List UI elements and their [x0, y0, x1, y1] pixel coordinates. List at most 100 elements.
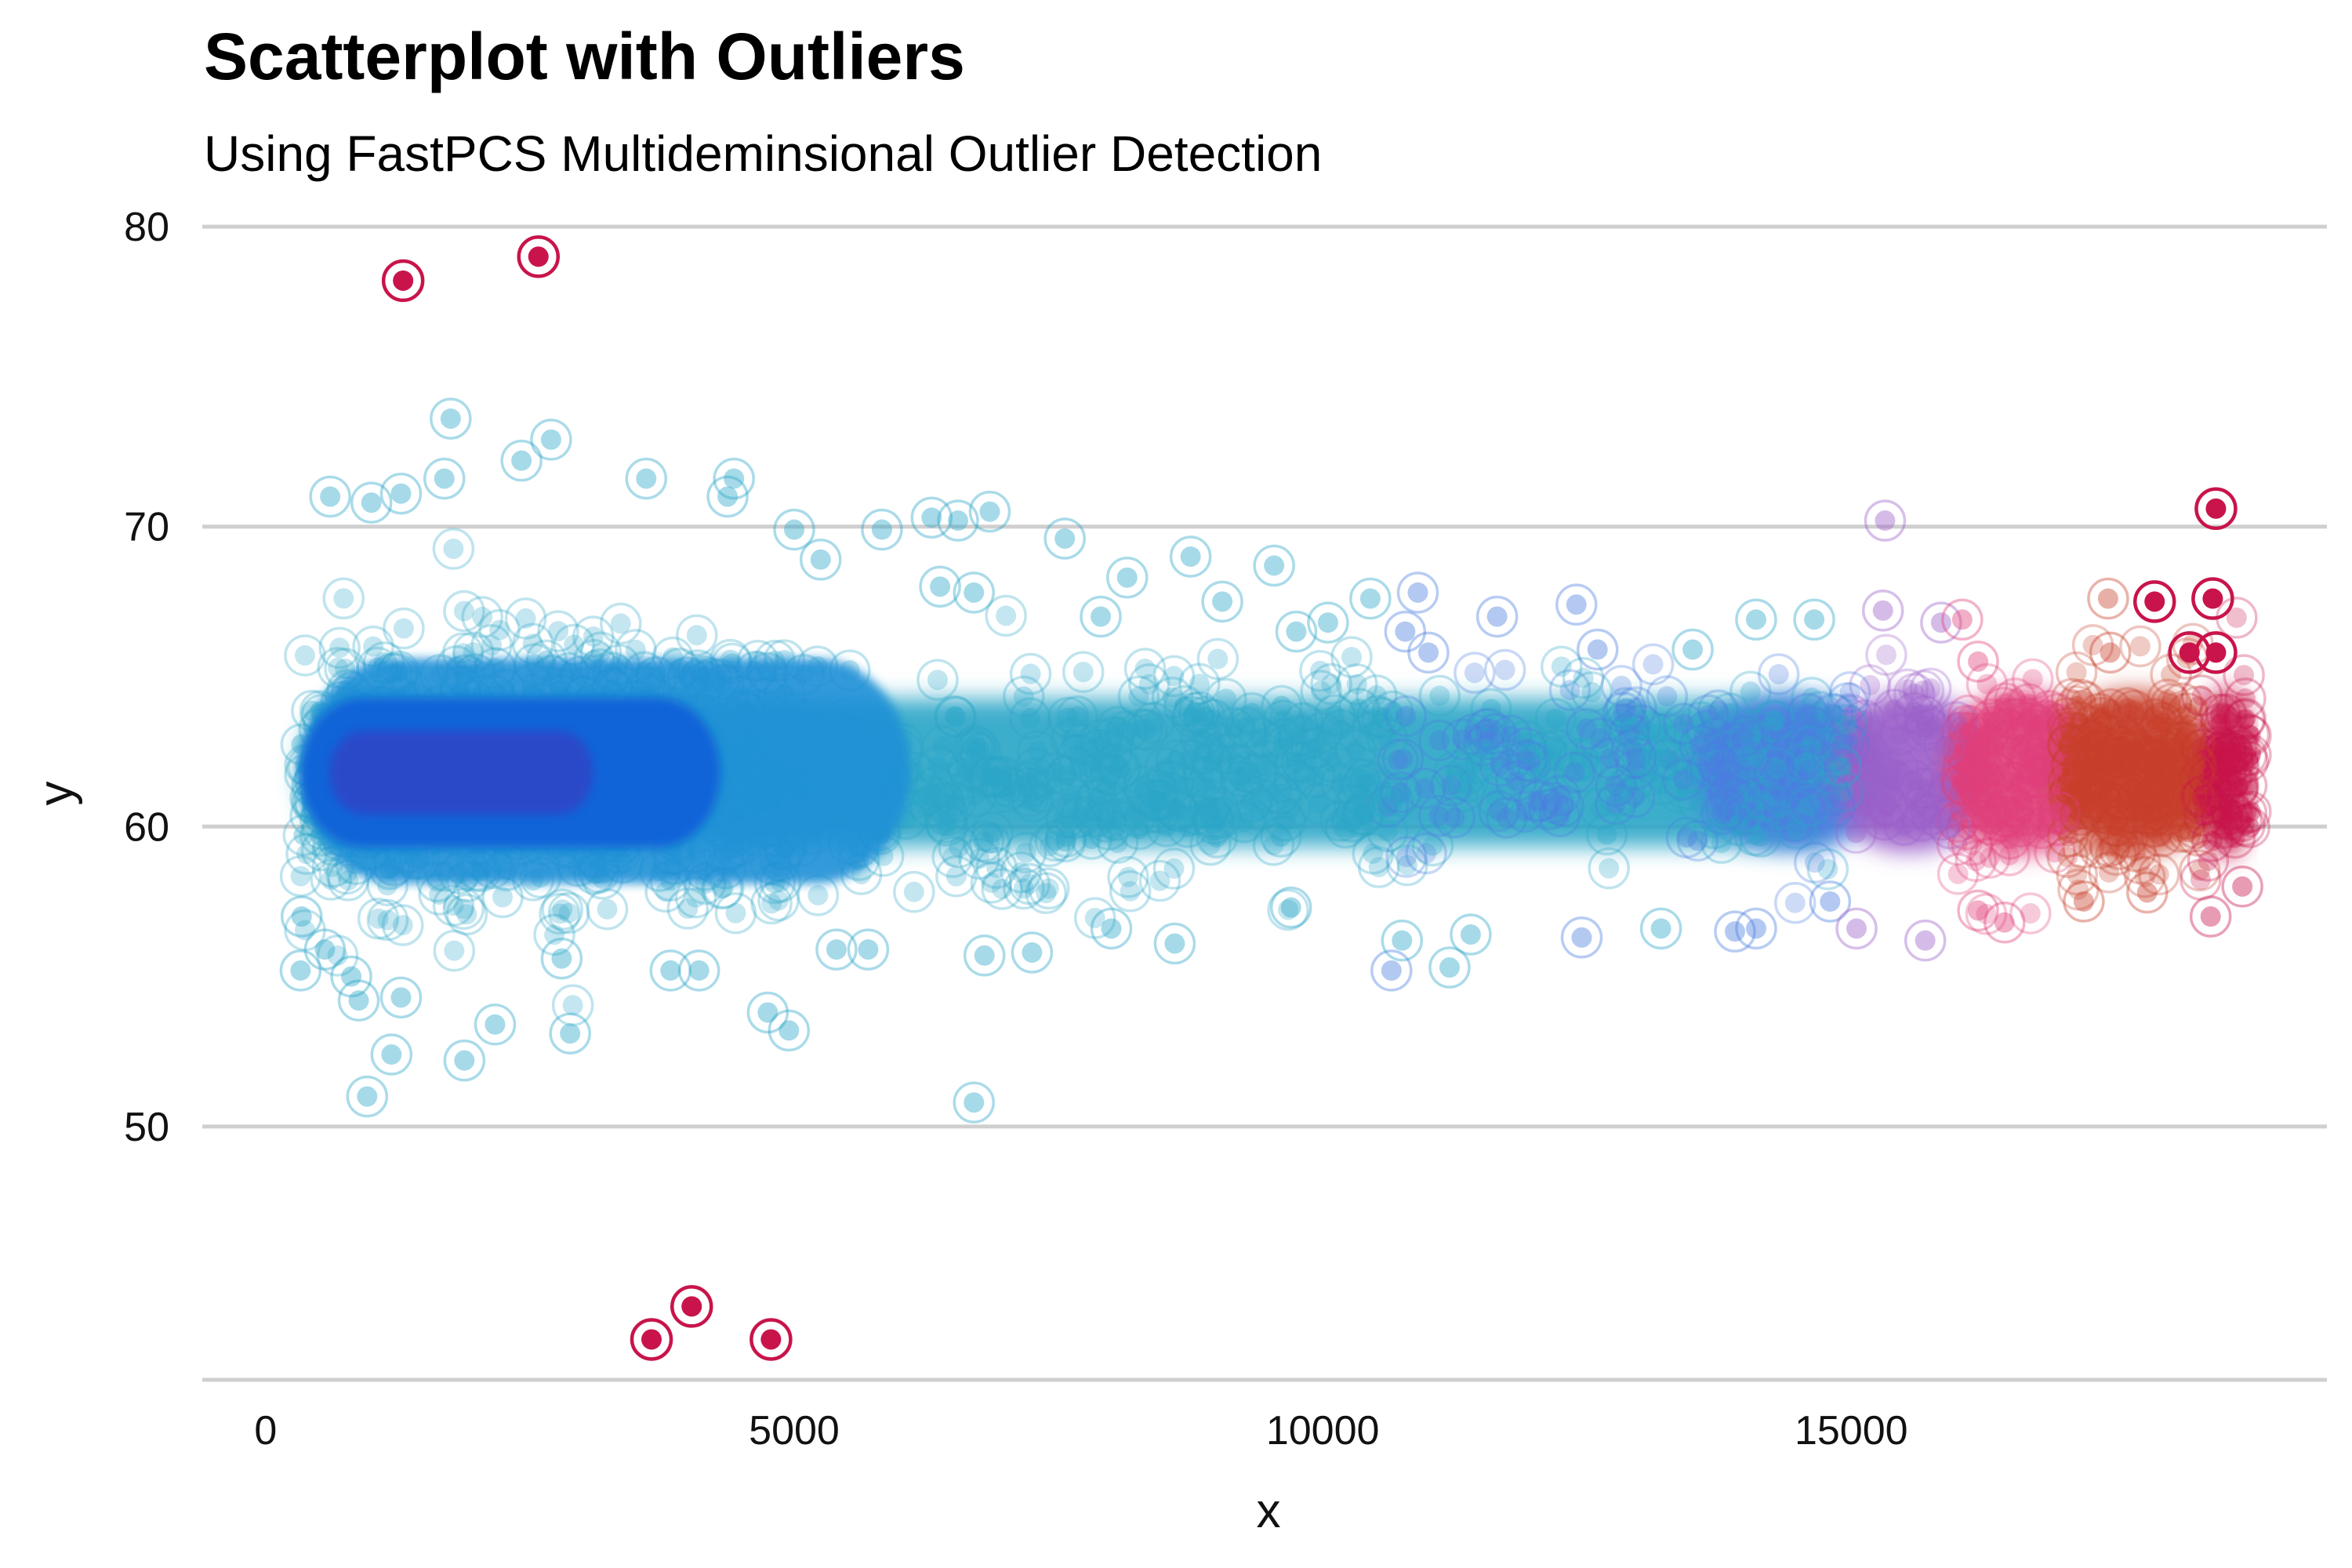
data-point [1754, 789, 1775, 811]
data-point [1797, 703, 1818, 724]
data-point-ring [2190, 746, 2234, 789]
data-point [1189, 702, 1210, 723]
data-point-ring [1000, 851, 1043, 894]
data-point [1215, 688, 1236, 710]
data-point [1264, 555, 1285, 576]
data-point-ring [934, 781, 976, 824]
data-point [1576, 718, 1597, 739]
data-point [2099, 862, 2120, 883]
data-point [1274, 728, 1295, 750]
data-point-ring [1698, 746, 1741, 788]
data-point-ring [1352, 832, 1395, 875]
data-point [1730, 800, 1751, 821]
data-point [393, 618, 414, 639]
data-point [1809, 701, 1831, 722]
chart-subtitle: Using FastPCS Multideminsional Outlier D… [204, 125, 1323, 182]
data-point [2147, 800, 2168, 821]
data-point-ring [1920, 798, 1962, 841]
data-point-ring [2113, 733, 2155, 775]
data-point [1246, 764, 1267, 785]
data-point [560, 1023, 581, 1044]
data-point [1084, 907, 1105, 928]
data-point-ring [500, 439, 543, 482]
data-point-ring [1700, 793, 1743, 836]
data-point-ring [547, 891, 590, 935]
data-point [1460, 924, 1481, 945]
data-point [2186, 755, 2207, 776]
data-point [1179, 749, 1200, 770]
data-point-ring [2063, 759, 2105, 802]
data-point-ring [1273, 759, 1316, 801]
data-point-ring [2132, 778, 2174, 820]
data-point-ring [1687, 694, 1730, 737]
data-point [964, 1092, 985, 1113]
data-point [1359, 588, 1381, 609]
data-point [1614, 779, 1635, 800]
x-tick-label: 5000 [749, 1408, 840, 1454]
data-point [1293, 713, 1314, 734]
data-point [2234, 688, 2256, 710]
data-point [2168, 796, 2189, 817]
data-point [2075, 691, 2096, 713]
data-point [1759, 725, 1780, 746]
data-point [1363, 843, 1384, 864]
data-point-ring [1941, 711, 1984, 753]
data-point-ring [1872, 759, 1915, 802]
data-point-ring [2150, 683, 2193, 726]
data-point-ring [916, 744, 959, 787]
data-point-ring [284, 909, 326, 952]
data-point [1709, 756, 1730, 777]
data-point-ring [957, 727, 1000, 770]
data-point [2176, 725, 2197, 746]
data-point-ring [1475, 713, 1517, 755]
data-point [357, 1086, 378, 1107]
data-point-ring [1946, 704, 1989, 746]
data-point-ring [2124, 793, 2166, 835]
outlier-ring [381, 259, 425, 303]
data-point-ring [773, 508, 815, 551]
data-point-ring [2028, 689, 2071, 732]
data-point [2240, 801, 2261, 822]
data-point-ring [1998, 776, 2042, 819]
data-point [1707, 753, 1728, 774]
data-point [1547, 739, 1568, 760]
data-point-ring [1363, 770, 1406, 812]
data-point-ring [1749, 714, 1791, 757]
data-point [1672, 769, 1693, 790]
data-point [1317, 612, 1338, 633]
data-point-ring [1275, 610, 1318, 653]
data-point-ring [1978, 800, 2021, 843]
data-point-ring [1901, 710, 1944, 753]
data-point-ring [2141, 702, 2183, 744]
data-point-ring [1703, 736, 1746, 779]
data-point [2070, 804, 2091, 826]
data-point [2058, 786, 2079, 807]
data-point [2190, 869, 2211, 890]
data-point-ring [1641, 764, 1683, 806]
data-point-ring [1902, 670, 1945, 712]
data-point [1520, 751, 1541, 772]
data-point [1162, 687, 1183, 708]
data-point [2037, 710, 2058, 731]
data-point-ring [1118, 808, 1160, 851]
data-point [2221, 742, 2242, 763]
data-point-ring [1991, 761, 2034, 804]
data-point [2018, 709, 2039, 730]
data-point-ring [1336, 663, 1378, 706]
data-point-ring [1356, 674, 1398, 717]
outlier-ring [517, 235, 560, 278]
data-point-ring [1679, 701, 1722, 744]
data-point-ring [975, 847, 1018, 889]
data-point-ring [1729, 670, 1772, 713]
data-point-ring [2096, 736, 2140, 779]
data-point-ring [1070, 741, 1113, 784]
data-point [1951, 722, 1973, 743]
data-point-ring [1504, 790, 1546, 833]
data-point-ring [1180, 717, 1222, 760]
data-point [2111, 737, 2132, 758]
data-point [1962, 834, 1983, 855]
data-point [2223, 743, 2244, 764]
data-point-ring [1134, 779, 1177, 822]
data-point [1637, 720, 1658, 742]
data-point [1822, 703, 1843, 724]
